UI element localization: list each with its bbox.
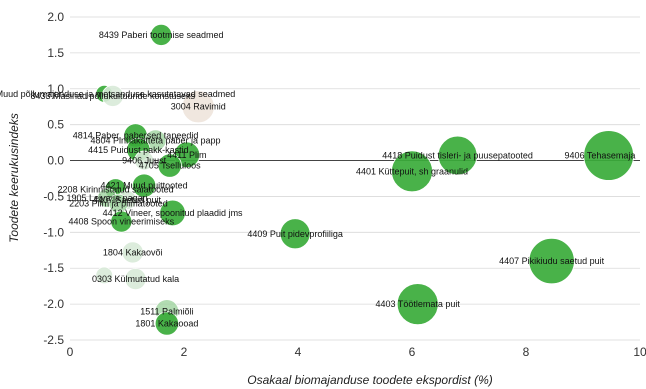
gridlines <box>70 16 640 341</box>
bubbles <box>95 23 634 336</box>
x-tick-label: 0 <box>67 345 74 359</box>
point-labels: 8439 Paberi tootmise seadmed 8436 Muud põ… <box>0 30 635 329</box>
bubble-label: 3004 Ravimid <box>171 102 226 112</box>
bubble <box>134 150 155 171</box>
y-tick-label: -2.5 <box>43 333 64 347</box>
bubble <box>95 266 113 285</box>
x-axis-title: Osakaal biomajanduse toodete ekspordist … <box>247 373 492 387</box>
x-tick-label: 6 <box>409 345 416 359</box>
bubble <box>132 173 157 198</box>
bubble-label: 0303 Külmutatud kala <box>92 274 179 284</box>
y-tick-label: -2.0 <box>43 297 64 311</box>
y-tick-label: -1.5 <box>43 261 64 275</box>
bubble-label: 4705 Tselluloos <box>139 161 201 171</box>
y-tick-label: 1.5 <box>47 46 64 60</box>
bubble-label: 1511 Palmiõli <box>140 306 193 316</box>
y-tick-label: -1.0 <box>43 225 64 239</box>
bubble-label: 4407 Pikikiudu saetud puit <box>499 256 605 266</box>
bubble-label: 4415 Puidust pakk-kastid <box>88 145 189 155</box>
bubble-label: 1905 Leiva ja pagari <box>67 193 148 203</box>
y-tick-label: 2.0 <box>47 10 64 24</box>
bubble <box>583 130 634 181</box>
bubble-label: 4418 Puidust tisleri- ja puusepatooted <box>382 151 533 161</box>
bubble-label: 8439 Paberi tootmise seadmed <box>99 30 224 40</box>
y-axis-title: Toodete keerukusindeks <box>7 113 21 243</box>
bubble-label: 4407 Saetud puit <box>93 195 162 205</box>
bubble-label: 4421 Muud puittooted <box>101 181 188 191</box>
bubble <box>157 153 182 178</box>
bubble <box>121 241 144 264</box>
bubble-label: 8433 Masinad põllukultuuride koristuseks <box>30 91 195 101</box>
bubble-label: 4411 Plim <box>167 150 206 160</box>
y-tick-label: -0.5 <box>43 189 64 203</box>
bubble-label: 2208 Kirinnistatud saiatooted <box>58 184 174 194</box>
x-tick-label: 8 <box>523 345 530 359</box>
bubble <box>528 237 575 285</box>
bubble <box>181 90 215 124</box>
bubble-label: 9406 Juust <box>122 156 167 166</box>
bubble-label: 4409 Puit pidevprofiiliga <box>247 229 343 239</box>
x-tick-label: 10 <box>633 345 646 359</box>
bubble-label: 1804 Kakaovõi <box>103 247 163 257</box>
bubble-label: 2203 Piim ja piimatooted <box>69 199 168 209</box>
bubble <box>437 135 478 176</box>
bubble-label: 1801 Kakaooad <box>135 318 198 328</box>
bubble <box>154 311 179 336</box>
bubble <box>159 199 186 227</box>
bubble-label: 8436 Muud põllumajanduse ja metsanduse k… <box>0 89 235 99</box>
bubble <box>391 150 433 193</box>
bubble-label: 4804 Pinnakatteta paber ja papp <box>90 135 220 145</box>
y-tick-label: 0.5 <box>47 118 64 132</box>
bubble <box>124 267 147 290</box>
bubble <box>396 283 439 326</box>
bubble-label: 4814 Paber, pabersed tapeedid <box>73 130 199 140</box>
bubble-label: 4403 Töötlemata puit <box>375 299 460 309</box>
x-tick-label: 4 <box>295 345 302 359</box>
bubble-label: 4412 Vineer, spoonitud plaadid jms <box>103 208 243 218</box>
axes: 2.0 1.5 1.0 0.5 0.0 -0.5 -1.0 -1.5 -2.0 -2.50 2 4 6 8… <box>43 10 646 359</box>
bubble-label: 9406 Tehasemaja <box>565 151 636 161</box>
y-tick-label: 1.0 <box>47 82 64 96</box>
bubble <box>101 84 124 107</box>
bubble <box>279 218 311 250</box>
y-tick-label: 0.0 <box>47 154 64 168</box>
bubble <box>150 23 173 46</box>
bubble-label: 4401 Küttepuit, sh graanulid <box>356 166 468 176</box>
bubble <box>110 210 133 233</box>
x-tick-label: 2 <box>181 345 188 359</box>
bubble-label: 4408 Spoon vineerimiseks <box>69 217 175 227</box>
